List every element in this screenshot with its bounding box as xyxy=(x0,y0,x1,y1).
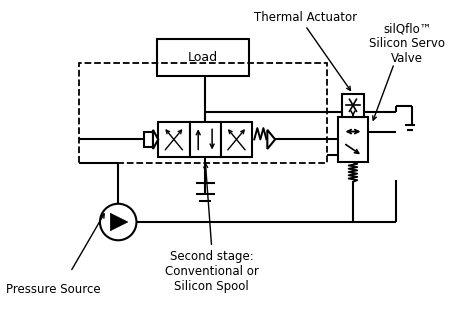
Text: Load: Load xyxy=(188,52,218,65)
Text: Second stage:
Conventional or
Silicon Spool: Second stage: Conventional or Silicon Sp… xyxy=(165,250,259,293)
Bar xyxy=(190,122,221,157)
Bar xyxy=(158,39,249,76)
Polygon shape xyxy=(267,130,275,149)
Polygon shape xyxy=(110,213,128,231)
Circle shape xyxy=(100,204,136,240)
Text: Pressure Source: Pressure Source xyxy=(5,283,100,296)
Bar xyxy=(144,132,153,147)
Text: silQflo™
Silicon Servo
Valve: silQflo™ Silicon Servo Valve xyxy=(369,22,445,65)
Bar xyxy=(221,122,252,157)
Bar xyxy=(338,117,368,162)
Bar xyxy=(342,94,364,117)
Bar xyxy=(79,63,327,163)
Bar xyxy=(158,122,190,157)
Polygon shape xyxy=(153,130,158,149)
Text: Thermal Actuator: Thermal Actuator xyxy=(254,11,357,24)
